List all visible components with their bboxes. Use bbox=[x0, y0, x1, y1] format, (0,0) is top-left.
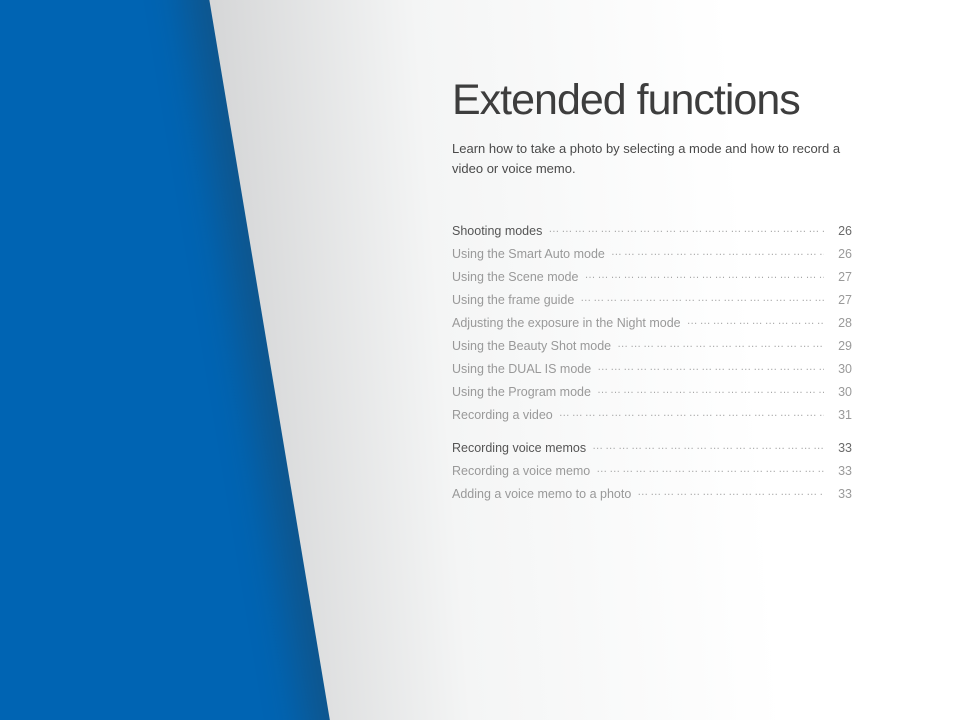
toc-leader bbox=[611, 245, 824, 258]
toc-item: Using the Smart Auto mode 26 bbox=[452, 245, 852, 268]
toc-page-number: 31 bbox=[830, 408, 852, 422]
toc-section-gap bbox=[452, 429, 852, 439]
toc-section: Shooting modes 26 bbox=[452, 222, 852, 245]
toc-page-number: 30 bbox=[830, 362, 852, 376]
toc-item: Recording a voice memo 33 bbox=[452, 462, 852, 485]
toc-label: Recording voice memos bbox=[452, 441, 586, 455]
toc-leader bbox=[637, 485, 824, 498]
toc-leader bbox=[597, 383, 824, 396]
toc-section: Recording voice memos 33 bbox=[452, 439, 852, 462]
document-page: Extended functions Learn how to take a p… bbox=[0, 0, 954, 720]
toc-page-number: 33 bbox=[830, 441, 852, 455]
toc-item: Using the Scene mode 27 bbox=[452, 268, 852, 291]
toc-label: Using the Beauty Shot mode bbox=[452, 339, 611, 353]
toc-leader bbox=[617, 337, 824, 350]
toc-label: Recording a video bbox=[452, 408, 553, 422]
toc-label: Recording a voice memo bbox=[452, 464, 590, 478]
toc-label: Using the frame guide bbox=[452, 293, 574, 307]
toc-item: Using the Beauty Shot mode 29 bbox=[452, 337, 852, 360]
toc-page-number: 30 bbox=[830, 385, 852, 399]
toc-item: Using the Program mode 30 bbox=[452, 383, 852, 406]
toc-label: Using the Program mode bbox=[452, 385, 591, 399]
toc-leader bbox=[548, 222, 824, 235]
toc-page-number: 29 bbox=[830, 339, 852, 353]
page-content: Extended functions Learn how to take a p… bbox=[452, 76, 852, 508]
toc-label: Adjusting the exposure in the Night mode bbox=[452, 316, 681, 330]
page-title: Extended functions bbox=[452, 76, 852, 125]
toc-item: Using the frame guide 27 bbox=[452, 291, 852, 314]
page-intro: Learn how to take a photo by selecting a… bbox=[452, 139, 852, 178]
toc-label: Using the Smart Auto mode bbox=[452, 247, 605, 261]
toc-leader bbox=[592, 439, 824, 452]
toc-leader bbox=[597, 360, 824, 373]
toc-page-number: 27 bbox=[830, 293, 852, 307]
toc-item: Recording a video 31 bbox=[452, 406, 852, 429]
toc-page-number: 27 bbox=[830, 270, 852, 284]
toc-page-number: 33 bbox=[830, 487, 852, 501]
toc-page-number: 33 bbox=[830, 464, 852, 478]
toc-page-number: 26 bbox=[830, 247, 852, 261]
toc-item: Using the DUAL IS mode 30 bbox=[452, 360, 852, 383]
table-of-contents: Shooting modes26Using the Smart Auto mod… bbox=[452, 222, 852, 508]
toc-leader bbox=[596, 462, 824, 475]
toc-label: Shooting modes bbox=[452, 224, 542, 238]
toc-item: Adjusting the exposure in the Night mode… bbox=[452, 314, 852, 337]
toc-leader bbox=[584, 268, 824, 281]
toc-label: Adding a voice memo to a photo bbox=[452, 487, 631, 501]
toc-leader bbox=[580, 291, 824, 304]
toc-leader bbox=[559, 406, 824, 419]
toc-page-number: 26 bbox=[830, 224, 852, 238]
toc-label: Using the DUAL IS mode bbox=[452, 362, 591, 376]
toc-label: Using the Scene mode bbox=[452, 270, 578, 284]
toc-leader bbox=[687, 314, 824, 327]
toc-page-number: 28 bbox=[830, 316, 852, 330]
toc-item: Adding a voice memo to a photo 33 bbox=[452, 485, 852, 508]
